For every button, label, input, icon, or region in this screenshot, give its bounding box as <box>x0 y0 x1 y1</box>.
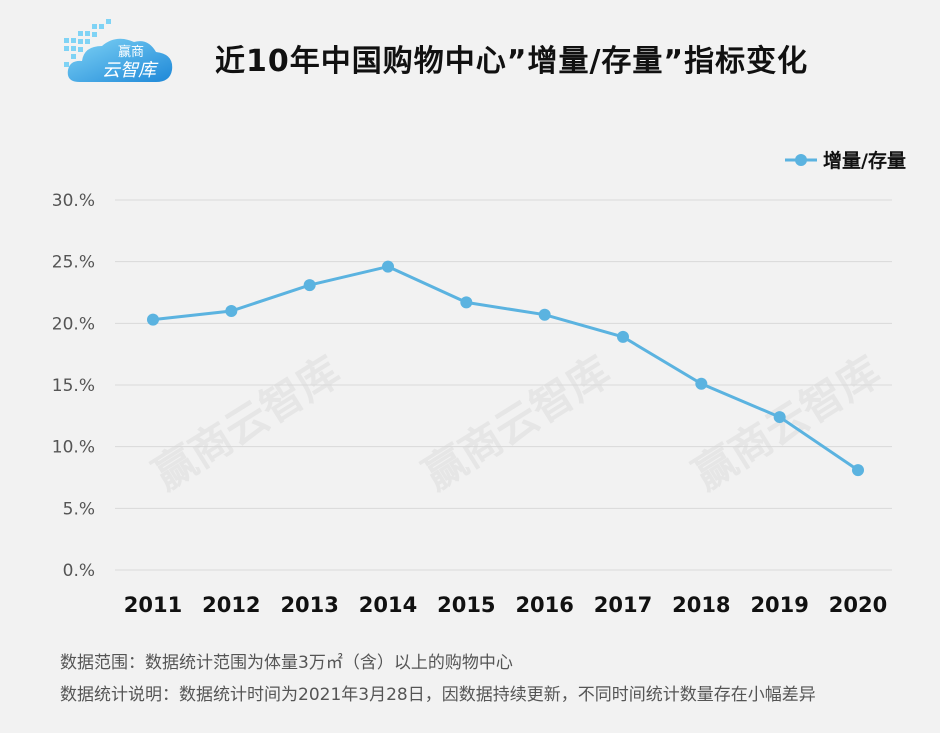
data-point <box>695 377 708 390</box>
legend-line-marker-icon <box>785 153 818 166</box>
data-point <box>773 411 786 424</box>
chart-legend: 增量/存量 <box>783 146 906 173</box>
data-point <box>852 464 864 477</box>
data-point <box>538 308 551 321</box>
data-point <box>147 313 159 326</box>
brand-logo: 赢商 云智库 <box>64 19 173 82</box>
x-tick-label: 2016 <box>515 593 573 617</box>
page-title: 近10年中国购物中心”增量/存量”指标变化 <box>215 44 809 79</box>
x-tick-label: 2018 <box>672 593 730 617</box>
logo-pixel-dots <box>64 19 111 67</box>
y-tick-label: 20.% <box>52 314 95 334</box>
grid-lines <box>115 199 892 571</box>
logo-text-line1: 赢商 <box>118 44 144 60</box>
x-tick-label: 2017 <box>594 593 652 617</box>
data-statistics-note: 数据统计说明：数据统计时间为2021年3月28日，因数据持续更新，不同时间统计数… <box>60 685 816 705</box>
series-layer <box>147 260 864 477</box>
x-tick-label: 2012 <box>202 593 260 617</box>
data-scope-note: 数据范围：数据统计范围为体量3万㎡（含）以上的购物中心 <box>60 653 513 673</box>
x-tick-label: 2020 <box>829 593 887 617</box>
x-tick-label: 2014 <box>359 593 417 617</box>
y-tick-label: 10.% <box>52 438 95 458</box>
x-tick-label: 2011 <box>124 593 182 617</box>
y-tick-label: 0.% <box>63 561 95 581</box>
data-point <box>460 296 473 309</box>
logo-text-line2: 云智库 <box>102 60 159 81</box>
y-axis-ticks: 0.% 5.% 10.% 15.% 20.% 25.% 30.% <box>52 191 95 581</box>
x-tick-label: 2015 <box>437 593 495 617</box>
data-point <box>382 260 394 273</box>
y-tick-label: 25.% <box>52 253 95 273</box>
line-chart: 0.%5.%10.%15.%20.%25.%30.% 2011 2012 2013 2… <box>52 191 892 617</box>
data-point <box>225 305 238 317</box>
x-tick-label: 2019 <box>750 593 808 617</box>
x-axis-ticks: 2011 2012 2013 2014 2015 2016 2017 2018 2019 2020 <box>124 593 887 617</box>
legend-label: 增量/存量 <box>823 150 906 172</box>
series-line <box>152 265 859 472</box>
data-point <box>617 330 629 343</box>
y-tick-label: 15.% <box>52 376 95 396</box>
x-tick-label: 2013 <box>280 593 338 617</box>
logo-cloud-shape <box>67 38 173 82</box>
data-point <box>303 279 316 292</box>
y-tick-label: 5.% <box>63 499 95 519</box>
y-tick-label: 30.% <box>52 191 95 211</box>
